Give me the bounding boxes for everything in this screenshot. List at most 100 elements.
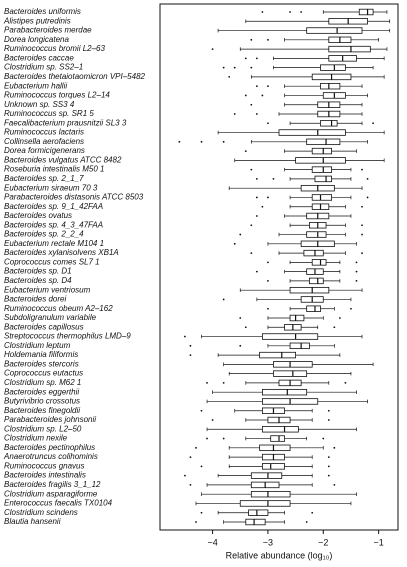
category-label: Blautia hansenii [4,517,61,526]
category-label: Roseburia intestinalis M50 1 [4,165,105,174]
category-label: Alistipes putredinis [3,16,71,25]
category-label: Dorea longicatena [4,35,69,44]
outlier [200,409,203,412]
outlier [184,474,186,477]
outlier [189,484,192,486]
category-label: Enterococcus faecalis TX0104 [4,499,113,508]
outlier [372,122,374,125]
category-label: Parabacteroides distasonis ATCC 8503 [4,193,144,202]
outlier [189,456,192,458]
outlier [255,215,258,217]
outlier [333,484,336,486]
outlier [222,382,225,384]
outlier [361,233,363,236]
category-label: Clostridium nexile [4,434,68,443]
box [273,370,308,377]
category-label: Clostridium sp. SS2–1 [4,63,83,72]
category-label: Holdemania filiformis [4,350,78,359]
outlier [289,11,291,13]
box [289,286,330,294]
category-label: Unknown sp. SS3 4 [4,100,75,109]
box [250,490,291,498]
box [261,333,319,340]
outlier [305,521,308,523]
category-label: Bacteroides stercoris [4,359,79,368]
category-label: Butyrivibrio crossotus [4,397,80,406]
category-label: Bacteroides sp. D4 [4,276,72,285]
outlier [195,446,197,449]
category-label: Bacteroides caccae [4,53,74,62]
outlier [267,85,269,88]
outlier [222,298,225,301]
outlier [195,521,197,523]
outlier [311,511,314,514]
box [320,120,338,127]
outlier [178,140,181,143]
outlier [355,270,358,273]
box [328,45,371,53]
box [311,194,332,201]
box [259,351,297,359]
outlier [228,76,231,78]
outlier [350,307,352,310]
outlier [250,224,253,227]
outlier [222,140,225,143]
outlier [184,335,186,338]
outlier [366,196,369,199]
box [261,426,299,433]
outlier [267,38,269,41]
outlier [250,103,253,106]
outlier [327,409,330,412]
outlier [267,196,269,199]
category-label: Bacteroides thetaiotaomicron VPI–5482 [4,72,146,81]
category-label: Bacteroides sp. D1 [4,267,72,276]
outlier [261,11,264,13]
outlier [327,456,330,458]
box [311,166,332,173]
outlier [255,85,258,88]
box [320,64,346,71]
outlier [338,317,341,319]
box [273,361,313,368]
category-label: Bacteroides intestinalis [4,471,86,480]
box [270,435,285,442]
category-label: Bacteroides finegoldii [4,406,80,415]
outlier [233,66,236,69]
category-label: Clostridium leptum [4,341,71,350]
box [245,518,266,526]
outlier [239,317,242,319]
box [289,314,305,322]
box [261,388,308,396]
box [309,277,324,285]
category-label: Bacteroides fragilis 3_1_12 [4,480,101,489]
outlier [233,113,236,115]
category-label: Clostridium sp. M62 1 [4,378,81,387]
outlier [267,261,269,264]
outlier [322,437,325,440]
outlier [244,326,247,329]
box [250,472,283,479]
outlier [244,150,247,152]
category-label: Coprococcus eutactus [4,369,83,378]
category-label: Bacteroides ovatus [4,211,72,220]
category-label: Eubacterium siraeum 70 3 [4,183,98,192]
outlier [361,168,363,171]
outlier [255,178,258,180]
outlier [344,382,347,384]
x-tick-label: −4 [207,537,217,547]
box [295,157,346,164]
plot-frame [159,3,399,531]
outlier [327,419,330,421]
box [306,231,327,238]
category-label: Collinsella aerofaciens [4,137,84,146]
box [306,138,341,146]
category-label: Bacteroides sp. 2_1_7 [4,174,84,183]
category-label: Bacteroides dorei [4,295,66,304]
outlier [211,48,214,50]
box [306,27,363,34]
category-label: Ruminococcus torques L2–14 [4,91,110,100]
outlier [361,252,363,254]
box [261,463,285,470]
category-label: Parabacteroides johnsonii [4,415,96,424]
